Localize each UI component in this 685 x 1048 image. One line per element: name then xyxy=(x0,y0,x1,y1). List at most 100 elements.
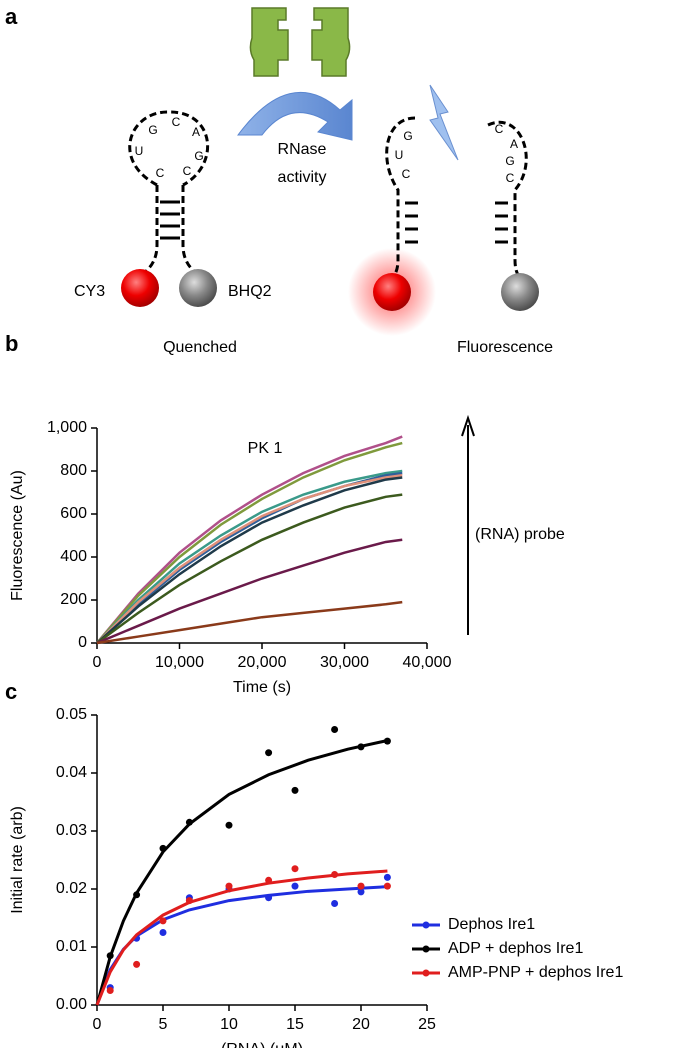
stem xyxy=(144,185,196,274)
y-axis-label: Fluorescence (Au) xyxy=(9,470,26,601)
fit-line xyxy=(95,739,388,1006)
quencher-label: BHQ2 xyxy=(228,283,272,300)
cleavage-bolt xyxy=(429,84,459,161)
point xyxy=(185,897,193,905)
fragment xyxy=(487,121,528,279)
base-pairs xyxy=(160,200,180,240)
point xyxy=(133,960,141,968)
fit-line xyxy=(95,869,388,1006)
series-line xyxy=(96,435,403,644)
base: C xyxy=(402,167,411,181)
legend-marker xyxy=(422,945,430,953)
series-line xyxy=(96,471,403,644)
base: C xyxy=(495,122,504,136)
donor-label: CY3 xyxy=(74,283,105,300)
point xyxy=(331,900,339,907)
base: G xyxy=(194,149,203,163)
process-arrow xyxy=(237,91,353,141)
point xyxy=(225,821,233,829)
point xyxy=(357,888,365,896)
x-tick-label: 10 xyxy=(220,1016,238,1033)
panel-a: a G C A U G C C CY3 BHQ2 Quenched RNase … xyxy=(5,4,553,356)
legend-marker xyxy=(422,969,430,977)
x-axis-label: (RNA) (μM) xyxy=(221,1041,303,1048)
caption: Fluorescence xyxy=(457,339,553,356)
base-pairs xyxy=(495,201,508,244)
point xyxy=(383,737,391,745)
y-tick-label: 0.00 xyxy=(56,996,87,1013)
series-line xyxy=(96,600,403,645)
legend-marker xyxy=(422,921,430,929)
point xyxy=(225,882,233,890)
legend-label: AMP-PNP + dephos Ire1 xyxy=(448,964,623,981)
point xyxy=(106,952,114,960)
point xyxy=(383,882,391,890)
point xyxy=(357,882,365,890)
base: G xyxy=(505,154,514,168)
point xyxy=(159,844,167,852)
base-pairs xyxy=(405,201,418,244)
x-tick-label: 20 xyxy=(352,1016,370,1033)
base: A xyxy=(192,125,200,139)
base: C xyxy=(183,164,192,178)
point xyxy=(159,929,167,936)
fit-line xyxy=(95,885,388,1006)
y-tick-label: 200 xyxy=(60,591,87,608)
y-axis-label: Initial rate (arb) xyxy=(9,806,26,914)
point xyxy=(331,871,339,878)
caption: Quenched xyxy=(163,339,237,356)
point xyxy=(265,894,273,902)
point xyxy=(291,786,299,794)
donor-sphere xyxy=(373,273,411,311)
hairpin-loop xyxy=(128,110,210,187)
x-tick-label: 15 xyxy=(286,1016,304,1033)
series-line xyxy=(96,469,403,644)
panel-label: c xyxy=(5,679,17,704)
point xyxy=(331,726,339,733)
panel-label: b xyxy=(5,331,18,356)
y-tick-label: 600 xyxy=(60,505,87,522)
arrow-label: RNase xyxy=(278,141,327,158)
point xyxy=(383,873,391,881)
x-tick-label: 5 xyxy=(159,1016,168,1033)
x-tick-label: 0 xyxy=(93,1016,102,1033)
point xyxy=(291,865,299,873)
base: U xyxy=(135,144,144,158)
base: A xyxy=(510,137,518,151)
x-tick-label: 10,000 xyxy=(155,654,204,671)
point xyxy=(291,882,299,890)
x-tick-label: 25 xyxy=(418,1016,436,1033)
legend-label: ADP + dephos Ire1 xyxy=(448,940,583,957)
base: G xyxy=(148,123,157,137)
panel-label: a xyxy=(5,4,18,29)
annotation: (RNA) probe xyxy=(475,526,565,543)
base: C xyxy=(172,115,181,129)
arrow-label: activity xyxy=(278,169,327,186)
quencher-sphere xyxy=(501,273,539,311)
series-line xyxy=(96,441,403,644)
point xyxy=(159,917,167,925)
y-tick-label: 0.02 xyxy=(56,880,87,897)
enzyme xyxy=(249,7,351,77)
x-axis-label: Time (s) xyxy=(233,679,291,696)
x-tick-label: 40,000 xyxy=(403,654,452,671)
x-tick-label: 0 xyxy=(93,654,102,671)
point xyxy=(357,743,365,751)
left-loop-letters: G C A U G C C xyxy=(135,115,204,180)
series-line xyxy=(96,476,403,644)
fragment xyxy=(385,116,416,280)
y-tick-label: 0.03 xyxy=(56,822,87,839)
base: G xyxy=(403,129,412,143)
base: C xyxy=(156,166,165,180)
series-line xyxy=(96,474,403,644)
chart-title: PK 1 xyxy=(248,440,283,457)
point xyxy=(106,987,114,994)
x-tick-label: 30,000 xyxy=(320,654,369,671)
y-tick-label: 0.05 xyxy=(56,706,87,723)
point xyxy=(265,876,273,884)
y-tick-label: 0 xyxy=(78,634,87,651)
point xyxy=(133,891,141,899)
y-tick-label: 1,000 xyxy=(47,419,87,436)
series-line xyxy=(96,493,403,645)
